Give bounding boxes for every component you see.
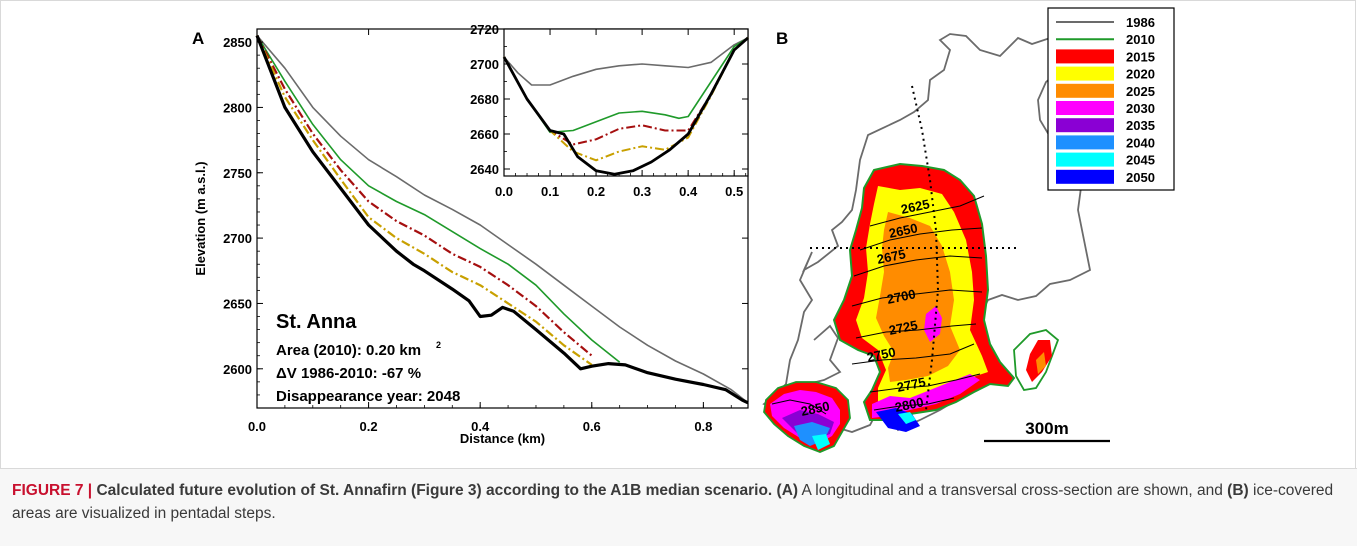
- contour-line-2800: [873, 397, 955, 411]
- main-chart-y-tick-label: 2800: [223, 100, 252, 115]
- main-chart-y-tick-label: 2600: [223, 362, 252, 377]
- legend-label-2035: 2035: [1126, 118, 1155, 133]
- inset-chart-x-tick-label: 0.5: [725, 184, 743, 199]
- contour-label: 2650: [888, 220, 919, 241]
- outline-2010-east: [1013, 329, 1060, 391]
- volume-change-text: ΔV 1986-2010: -67 %: [276, 365, 421, 382]
- legend-swatch-2030: [1056, 101, 1114, 115]
- caption-text-a: A longitudinal and a transversal cross-s…: [801, 482, 1223, 499]
- contour-line-2700: [851, 289, 983, 307]
- figure-frame: [0, 0, 1356, 468]
- ice-area-2030-toe: [872, 374, 980, 418]
- ice-area-2025-main: [876, 212, 960, 382]
- inset-chart-series-1986: [503, 37, 749, 86]
- legend-swatch-2050: [1056, 169, 1114, 184]
- main-chart-series-1986: [256, 34, 749, 404]
- caption-ref-b: (B): [1227, 482, 1249, 499]
- legend-label-2040: 2040: [1126, 135, 1155, 150]
- main-chart-x-axis-label: Distance (km): [460, 431, 545, 446]
- inset-chart-series-2010: [503, 37, 749, 134]
- caption-box: FIGURE 7 | Calculated future evolution o…: [0, 468, 1357, 546]
- legend-label-2030: 2030: [1126, 101, 1155, 116]
- ice-area-2045-sw: [812, 434, 830, 450]
- caption-label: FIGURE 7 |: [12, 482, 93, 499]
- area-superscript: 2: [436, 340, 441, 350]
- legend-swatch-2040: [1056, 135, 1114, 150]
- contour-label: 2750: [866, 344, 897, 365]
- inset-chart-series-profile-4: [502, 36, 749, 176]
- main-chart-x-tick-label: 0.2: [360, 419, 378, 434]
- inset-chart-x-tick-label: 0.0: [495, 184, 513, 199]
- ice-area-2025-east: [1036, 352, 1046, 374]
- panel-a-chart: 0.0 0.2 0.4 0.6 0.8 2600 2650 2700 2750 2800 2850 D…: [192, 22, 749, 446]
- main-chart-y-tick-label: 2850: [223, 35, 252, 50]
- panel-a-label: A: [192, 29, 204, 48]
- caption-title: Calculated future evolution of St. Annaf…: [96, 482, 773, 499]
- panel-b-label: B: [776, 29, 788, 48]
- main-chart-y-tick-label: 2650: [223, 296, 252, 311]
- main-chart-series-profile-2: [256, 34, 593, 357]
- contour-label: 2625: [900, 196, 931, 217]
- inset-chart-x-tick-label: 0.1: [541, 184, 559, 199]
- main-chart-x-tick-label: 0.4: [471, 419, 490, 434]
- main-chart-y-axis-label: Elevation (m a.s.l.): [193, 161, 208, 275]
- disappearance-text: Disappearance year: 2048: [276, 388, 460, 405]
- contour-line-2775: [869, 373, 981, 393]
- legend-swatch-2045: [1056, 152, 1114, 167]
- caption-ref-a: (A): [776, 482, 799, 499]
- legend-label-2025: 2025: [1126, 84, 1155, 99]
- contour-line-2675: [853, 255, 983, 277]
- contour-label: 2675: [876, 246, 907, 267]
- contour-line-2625: [869, 195, 985, 227]
- ice-area-2030-main: [924, 306, 942, 342]
- inset-chart-y-tick-label: 2700: [470, 57, 499, 72]
- inset-chart-x-tick-label: 0.2: [587, 184, 605, 199]
- legend-label-2020: 2020: [1126, 67, 1155, 82]
- outline-1986-west: [807, 324, 842, 385]
- glacier-name: St. Anna: [276, 311, 357, 333]
- main-chart-series-profile-4: [255, 34, 749, 405]
- main-chart-series-profile-3: [255, 35, 593, 366]
- contour-label: 2700: [886, 286, 917, 307]
- contour-label: 2800: [894, 394, 925, 415]
- legend-label-2045: 2045: [1126, 153, 1155, 168]
- inset-chart-y-tick-label: 2640: [470, 162, 499, 177]
- main-chart-x-tick-label: 0.8: [694, 419, 712, 434]
- main-chart-series-2010: [256, 35, 621, 363]
- legend-label-2050: 2050: [1126, 170, 1155, 185]
- contour-line-2650: [859, 227, 983, 251]
- main-chart-x-tick-label: 0.0: [248, 419, 266, 434]
- legend-swatch-2025: [1056, 83, 1114, 98]
- contour-line-2850: [771, 399, 827, 415]
- inset-chart-y-tick-label: 2680: [470, 92, 499, 107]
- inset-chart-x-tick-label: 0.4: [679, 184, 698, 199]
- main-chart-y-tick-label: 2750: [223, 166, 252, 181]
- contour-label: 2775: [896, 374, 927, 395]
- inset-chart-y-tick-label: 2660: [470, 127, 499, 142]
- contour-line-2725: [855, 323, 977, 339]
- legend-label-1986: 1986: [1126, 15, 1155, 30]
- legend-swatch-2015: [1056, 49, 1114, 64]
- map-legend: 1986 2010 2015 2020 2025 2030 2035 2040 2045 2050: [1047, 7, 1175, 191]
- inset-chart-x-tick-label: 0.3: [633, 184, 651, 199]
- longitudinal-profile-line: [911, 85, 940, 411]
- legend-label-2010: 2010: [1126, 32, 1155, 47]
- legend-label-2015: 2015: [1126, 49, 1155, 64]
- ice-area-2045-toe: [898, 412, 916, 424]
- figure-caption: FIGURE 7 | Calculated future evolution o…: [12, 479, 1342, 525]
- scale-bar-label: 300m: [1025, 419, 1068, 438]
- caption-text-b: ice-covered areas are visualized in pent…: [12, 482, 1334, 522]
- legend-swatch-2035: [1056, 118, 1114, 133]
- legend-swatch-2020: [1056, 66, 1114, 81]
- main-chart-x-tick-label: 0.6: [583, 419, 601, 434]
- contour-label: 2725: [888, 317, 919, 338]
- main-chart-y-tick-label: 2700: [223, 231, 252, 246]
- inset-chart-y-tick-label: 2720: [470, 22, 499, 37]
- inset-chart-plot-frame: [503, 28, 749, 177]
- contour-line-2750: [851, 343, 975, 365]
- area-text: Area (2010): 0.20 km: [276, 342, 421, 359]
- contour-label: 2850: [800, 398, 831, 419]
